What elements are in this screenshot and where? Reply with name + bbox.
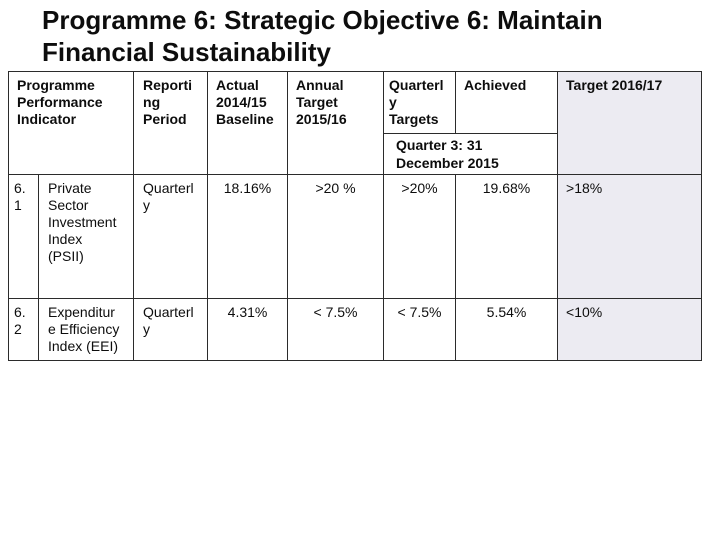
header-row-1: Programme Performance Indicator Reportin… bbox=[7, 71, 703, 175]
cell-quarterly-target: >20% bbox=[383, 174, 457, 299]
cell-actual-baseline: 4.31% bbox=[207, 298, 289, 361]
cell-indicator-number: 6.2 bbox=[8, 298, 39, 361]
header-quarter-period: Quarter 3: 31 December 2015 bbox=[383, 133, 559, 175]
cell-target-2016-17: <10% bbox=[557, 298, 703, 361]
col-header-annual-target: Annual Target 2015/16 bbox=[287, 71, 385, 175]
col-header-achieved: Achieved bbox=[455, 71, 559, 134]
table-row: 6.2 Expenditure Efficiency Index (EEI) Q… bbox=[8, 298, 703, 361]
cell-annual-target: >20 % bbox=[287, 174, 385, 299]
cell-indicator-name: Private Sector Investment Index (PSII) bbox=[37, 174, 135, 299]
cell-reporting-period: Quarterly bbox=[133, 298, 209, 361]
col-header-programme-performance-indicator: Programme Performance Indicator bbox=[7, 71, 135, 175]
cell-achieved: 19.68% bbox=[455, 174, 559, 299]
performance-table: Programme Performance Indicator Reportin… bbox=[7, 71, 703, 361]
col-header-target-2016-17: Target 2016/17 bbox=[557, 71, 703, 175]
cell-annual-target: < 7.5% bbox=[287, 298, 385, 361]
cell-indicator-name: Expenditure Efficiency Index (EEI) bbox=[37, 298, 135, 361]
table-row: 6.1 Private Sector Investment Index (PSI… bbox=[8, 174, 703, 299]
cell-reporting-period: Quarterly bbox=[133, 174, 209, 299]
cell-target-2016-17: >18% bbox=[557, 174, 703, 299]
col-header-actual-baseline: Actual 2014/15 Baseline bbox=[207, 71, 289, 175]
cell-achieved: 5.54% bbox=[455, 298, 559, 361]
cell-quarterly-target: < 7.5% bbox=[383, 298, 457, 361]
slide-title: Programme 6: Strategic Objective 6: Main… bbox=[42, 5, 603, 67]
cell-indicator-number: 6.1 bbox=[8, 174, 39, 299]
cell-actual-baseline: 18.16% bbox=[207, 174, 289, 299]
header-row-2: Quarter 3: 31 December 2015 bbox=[9, 133, 702, 175]
col-header-quarterly-targets: Quarterly Targets bbox=[383, 71, 457, 134]
col-header-reporting-period: Reporting Period bbox=[133, 71, 209, 175]
